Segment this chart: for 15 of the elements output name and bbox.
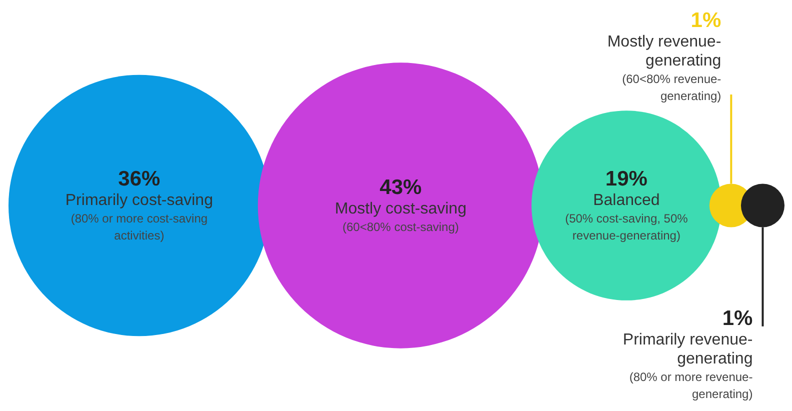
- category-label: Mostly cost-saving: [334, 200, 466, 218]
- data-label: 36%: [118, 168, 161, 190]
- category-label: Primarily revenue-generating: [622, 331, 753, 368]
- data-label: 43%: [380, 176, 422, 199]
- category-label: Balanced: [593, 192, 660, 209]
- data-label: 1%: [690, 9, 722, 32]
- data-label: 1%: [722, 306, 754, 330]
- data-label: 19%: [605, 168, 648, 190]
- text: (60<80% cost-saving): [342, 220, 459, 234]
- text: (50% cost-saving, 50% revenue-generating): [565, 212, 688, 242]
- text: (60<80% revenue-generating): [622, 72, 722, 103]
- category-label: Mostly revenue-generating: [607, 34, 722, 70]
- text: (80% or more revenue-generating): [629, 370, 753, 401]
- category-label: Primarily cost-saving: [65, 192, 213, 209]
- text: (80% or more cost-saving activities): [70, 212, 208, 242]
